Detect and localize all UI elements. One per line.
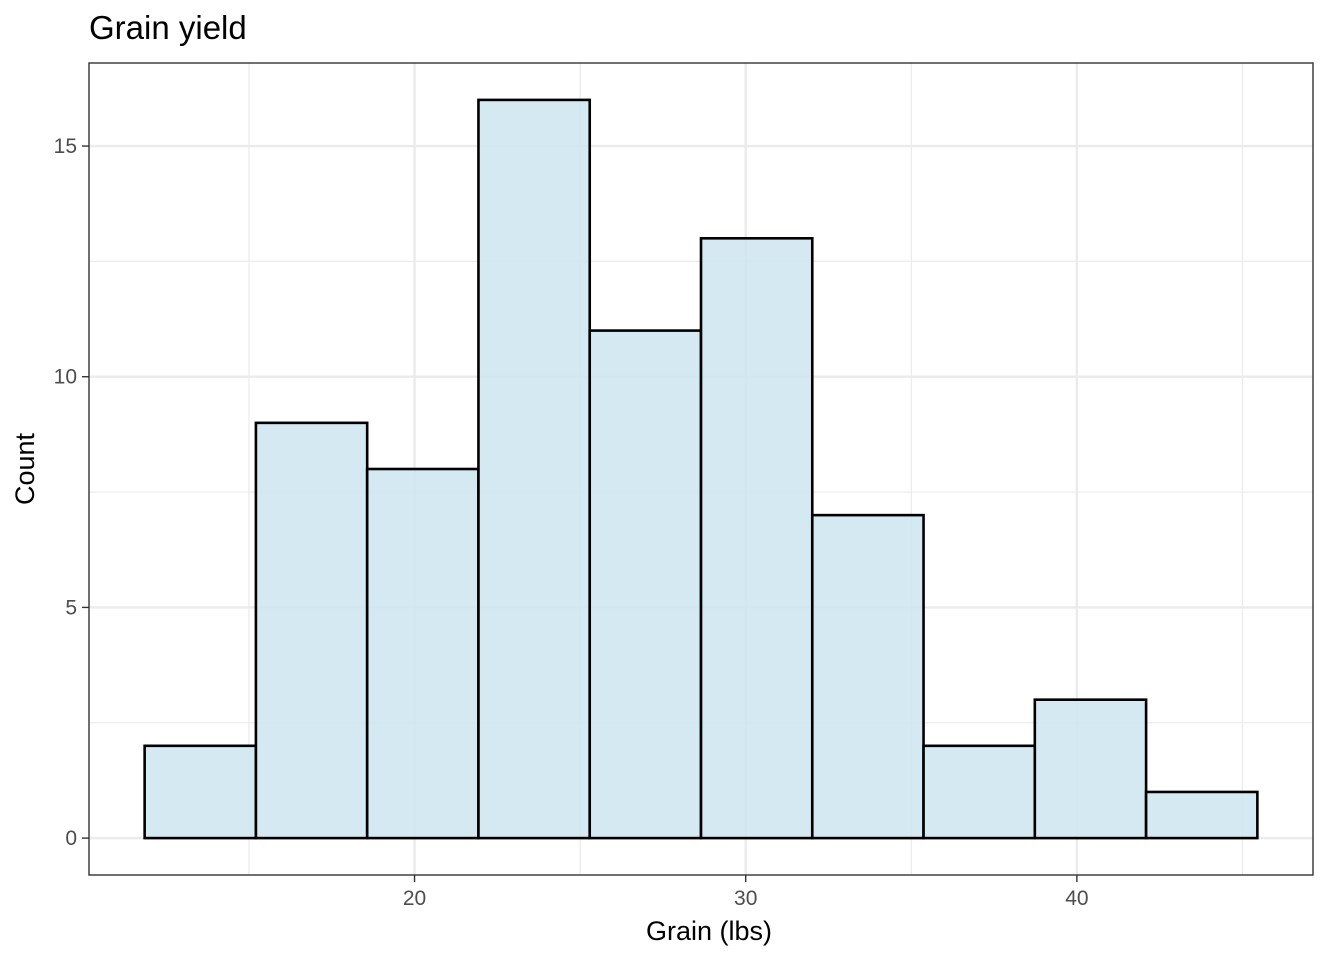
histogram-bar bbox=[1144, 790, 1259, 840]
histogram-bars bbox=[143, 98, 1259, 840]
histogram-bar bbox=[699, 237, 814, 840]
y-tick-label: 10 bbox=[54, 366, 77, 389]
histogram-bar bbox=[810, 513, 925, 840]
y-axis-label: Count bbox=[10, 432, 40, 505]
histogram-bar bbox=[1033, 698, 1148, 840]
x-axis-label: Grain (lbs) bbox=[646, 916, 772, 946]
chart-title: Grain yield bbox=[89, 9, 247, 46]
y-tick-label: 0 bbox=[65, 827, 77, 850]
histogram-bar bbox=[922, 744, 1037, 840]
x-tick-label: 20 bbox=[403, 887, 426, 910]
x-axis: 20 30 40 bbox=[403, 875, 1089, 910]
y-tick-label: 15 bbox=[54, 135, 77, 158]
y-axis: 0 5 10 15 bbox=[54, 135, 89, 850]
plot-panel bbox=[88, 62, 1314, 876]
histogram-bar bbox=[588, 329, 703, 840]
histogram-bar bbox=[477, 98, 592, 840]
panel-border bbox=[88, 62, 1314, 876]
histogram-bar bbox=[365, 467, 480, 840]
x-tick-label: 30 bbox=[734, 887, 757, 910]
histogram-bar bbox=[254, 421, 369, 840]
y-tick-label: 5 bbox=[65, 596, 77, 619]
histogram-bar bbox=[143, 744, 258, 840]
x-tick-label: 40 bbox=[1065, 887, 1088, 910]
